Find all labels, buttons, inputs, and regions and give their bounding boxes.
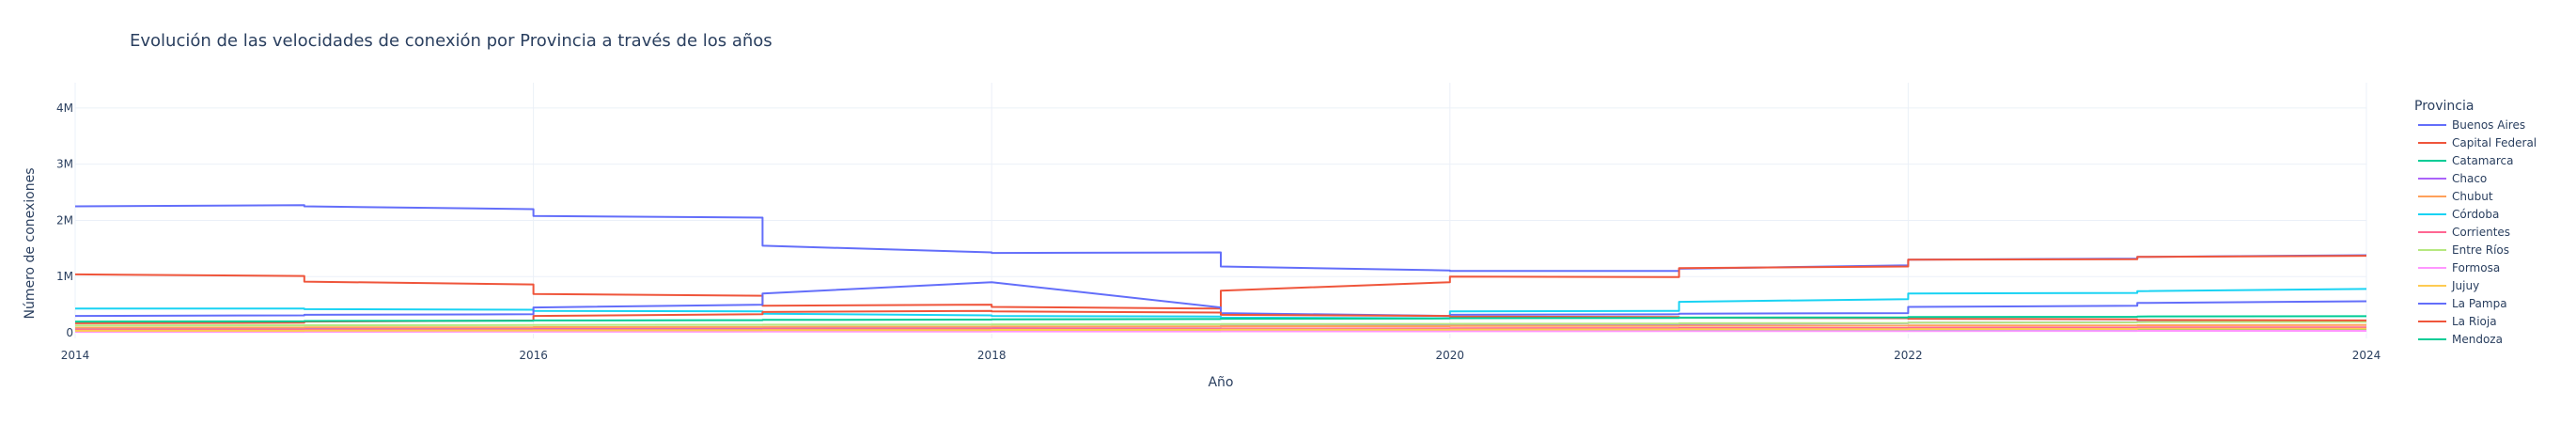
y-axis-title: Número de conexiones [23, 167, 38, 319]
x-tick-label: 2022 [1894, 349, 1923, 362]
legend-label: Catamarca [2452, 154, 2513, 167]
y-tick-label: 1M [56, 270, 73, 283]
legend-label: La Rioja [2452, 315, 2497, 328]
y-tick-label: 2M [56, 213, 73, 227]
legend-label: Mendoza [2452, 333, 2503, 346]
series-line [75, 327, 2367, 332]
series-line [74, 255, 2367, 310]
series-line [74, 323, 2367, 329]
legend-label: Formosa [2452, 261, 2500, 274]
legend-label: Chubut [2452, 190, 2493, 203]
legend-label: Chaco [2452, 172, 2487, 185]
series-line [74, 315, 2367, 323]
series-line [75, 330, 2366, 334]
legend-label: Buenos Aires [2452, 118, 2525, 132]
x-axis-ticks: 2014 2016 2018 2020 2022 2024 [61, 349, 2381, 362]
x-tick-label: 2014 [61, 349, 90, 362]
x-tick-label: 2020 [1436, 349, 1465, 362]
legend-label: Capital Federal [2452, 136, 2537, 149]
legend-label: Corrientes [2452, 226, 2510, 239]
legend-items: Buenos Aires Capital Federal Catamarca Chac… [2418, 118, 2537, 346]
legend-label: Entre Ríos [2452, 243, 2509, 257]
chart-title: Evolución de las velocidades de conexión… [130, 31, 773, 51]
x-tick-label: 2024 [2352, 349, 2381, 362]
x-tick-label: 2018 [977, 349, 1007, 362]
legend-label: Jujuy [2451, 279, 2479, 292]
legend-title: Provincia [2414, 99, 2474, 114]
series-line [74, 321, 2367, 327]
x-axis-title: Año [1208, 375, 1233, 390]
y-tick-label: 4M [56, 102, 73, 115]
grid [74, 83, 2367, 338]
y-tick-label: 3M [56, 158, 73, 171]
series-lines [74, 204, 2367, 334]
legend: Provincia Buenos Aires Capital Federal Cat… [2414, 99, 2537, 346]
legend-label: La Pampa [2452, 297, 2507, 310]
legend-label: Córdoba [2452, 208, 2499, 221]
y-tick-label: 0 [66, 326, 73, 339]
x-tick-label: 2016 [519, 349, 548, 362]
y-axis-ticks: 0 1M 2M 3M 4M [56, 102, 73, 339]
